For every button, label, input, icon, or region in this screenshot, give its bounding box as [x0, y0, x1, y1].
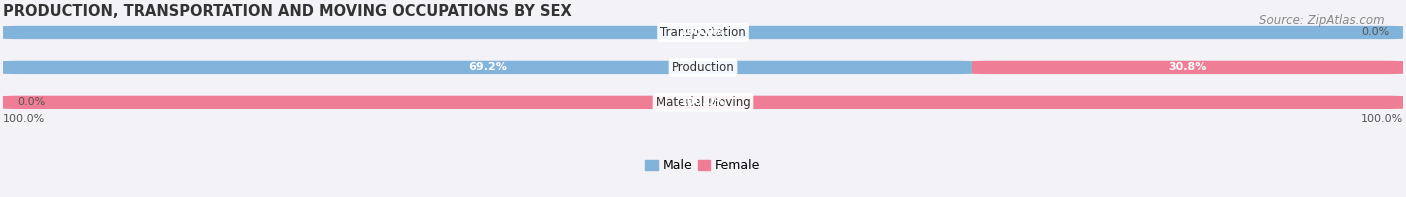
Text: Transportation: Transportation — [661, 26, 745, 39]
FancyBboxPatch shape — [3, 61, 1403, 74]
FancyBboxPatch shape — [3, 96, 1403, 109]
Text: 0.0%: 0.0% — [1361, 28, 1389, 37]
Text: 100.0%: 100.0% — [681, 97, 725, 107]
FancyBboxPatch shape — [3, 26, 1403, 39]
Text: Source: ZipAtlas.com: Source: ZipAtlas.com — [1260, 14, 1385, 27]
Text: 100.0%: 100.0% — [1361, 114, 1403, 124]
Text: Material Moving: Material Moving — [655, 96, 751, 109]
Text: 0.0%: 0.0% — [17, 97, 45, 107]
Text: 100.0%: 100.0% — [681, 28, 725, 37]
FancyBboxPatch shape — [3, 26, 1403, 39]
FancyBboxPatch shape — [3, 61, 972, 74]
Text: Production: Production — [672, 61, 734, 74]
FancyBboxPatch shape — [3, 96, 1403, 109]
Text: 30.8%: 30.8% — [1168, 62, 1206, 72]
FancyBboxPatch shape — [972, 61, 1403, 74]
Text: 100.0%: 100.0% — [3, 114, 45, 124]
Legend: Male, Female: Male, Female — [641, 154, 765, 177]
Text: PRODUCTION, TRANSPORTATION AND MOVING OCCUPATIONS BY SEX: PRODUCTION, TRANSPORTATION AND MOVING OC… — [3, 4, 571, 19]
Text: 69.2%: 69.2% — [468, 62, 506, 72]
